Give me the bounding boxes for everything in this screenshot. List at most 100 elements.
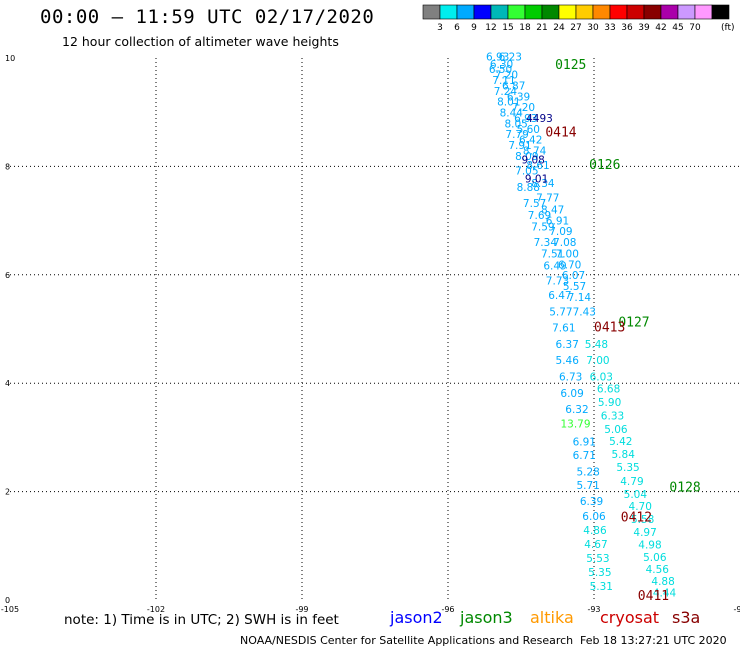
colorbar-swatch [422, 4, 441, 20]
data-point-label: 6.39 [580, 496, 603, 508]
chart-marks: 6.936.236.306.507.207.116.877.246.398.01… [486, 52, 677, 600]
data-point-label: 6.47 [548, 290, 571, 302]
colorbar-tick-label: 45 [672, 23, 683, 33]
data-point-label: 5.58 [631, 514, 654, 526]
data-point-label: 6.91 [573, 437, 596, 449]
colorbar-tick-label: 39 [638, 23, 650, 33]
data-point-label: 13.79 [560, 419, 590, 431]
legend-s3a: s3a [672, 608, 701, 627]
colorbar-tick-label: 9 [471, 23, 477, 33]
legend-altika: altika [530, 608, 574, 627]
data-point-label: 7.00 [586, 355, 609, 367]
footer-note: note: 1) Time is in UTC; 2) SWH is in fe… [64, 612, 339, 628]
data-point-label: 5.84 [612, 449, 636, 461]
data-point-label: 8.61 [526, 160, 549, 172]
colorbar-swatch [439, 4, 458, 20]
data-point-label: 5.28 [576, 466, 599, 478]
colorbar-tick-label: 15 [502, 23, 513, 33]
colorbar-swatch [558, 4, 577, 20]
data-point-label: 9.08 [521, 155, 544, 167]
chart-title: 00:00 – 11:59 UTC 02/17/2020 [40, 6, 375, 28]
data-point-label: 7.61 [552, 323, 575, 335]
data-point-label: 5.90 [598, 397, 621, 409]
data-point-label: 7.05 [515, 166, 538, 178]
track-label: 0411 [638, 589, 669, 604]
y-tick-label: 2 [5, 488, 10, 497]
data-point-label: 8.44 [500, 108, 524, 120]
footer-timestamp: Feb 18 13:27:21 UTC 2020 [580, 634, 727, 647]
data-point-label: 5.60 [517, 124, 540, 136]
colorbar-swatch [694, 4, 713, 20]
colorbar-swatch [473, 4, 492, 20]
data-point-label: 6.30 [490, 59, 513, 71]
data-point-label: 6.07 [562, 270, 585, 282]
data-point-label: 6.50 [489, 64, 512, 76]
x-tick-label: -105 [1, 605, 19, 614]
data-point-label: 6.91 [546, 215, 569, 227]
colorbar: 3 6 9 12 15 18 21 24 27 30 33 36 39 42 45 70 (ft) [422, 4, 735, 33]
data-point-label: 9.01 [525, 174, 548, 186]
colorbar-swatch [507, 4, 526, 20]
data-point-label: 7.09 [549, 226, 572, 238]
x-tick-label: -102 [147, 605, 165, 614]
colorbar-swatch [660, 4, 679, 20]
colorbar-swatch [524, 4, 543, 20]
colorbar-swatch [490, 4, 509, 20]
data-point-label: 4.56 [646, 564, 670, 576]
data-point-label: 5.77 [549, 306, 572, 318]
track-label: 0128 [669, 481, 700, 496]
data-point-label: 7.51 [541, 248, 564, 260]
legend-jason3: jason3 [460, 608, 513, 627]
track-label: 0125 [555, 58, 586, 73]
x-tick-label: -93 [587, 605, 600, 614]
x-tick-label: -90 [733, 605, 740, 614]
data-point-label: 8.34 [531, 178, 555, 190]
colorbar-tick-label: 42 [655, 23, 666, 33]
data-point-label: 8.88 [517, 182, 540, 194]
data-point-label: 6.93 [486, 52, 509, 64]
data-point-label: 6.68 [597, 383, 620, 395]
y-tick-label: 6 [5, 271, 10, 280]
data-point-label: 8.05 [504, 118, 527, 130]
data-point-label: 5.48 [585, 339, 608, 351]
colorbar-tick-label: 21 [536, 23, 547, 33]
data-point-label: 4.98 [638, 540, 661, 552]
data-point-label: 4.97 [633, 527, 656, 539]
data-point-label: 6.71 [573, 450, 596, 462]
data-point-label: 7.43 [573, 306, 596, 318]
data-point-label: 6.49 [543, 260, 566, 272]
x-tick-label: -99 [295, 605, 308, 614]
data-point-label: 6.03 [590, 371, 613, 383]
data-point-label: 6.93 [514, 113, 537, 125]
data-point-label: 4.67 [584, 539, 607, 551]
data-point-label: 5.42 [609, 436, 632, 448]
data-point-label: 4.86 [583, 525, 607, 537]
y-tick-label: 8 [5, 162, 10, 171]
data-point-label: 5.35 [588, 567, 611, 579]
data-point-label: 7.20 [512, 102, 535, 114]
data-point-label: 7.00 [556, 248, 579, 260]
colorbar-tick-label: 18 [519, 23, 531, 33]
colorbar-tick-label: 12 [485, 23, 496, 33]
data-point-label: 5.04 [624, 489, 648, 501]
data-point-label: 7.20 [495, 70, 518, 82]
data-point-label: 4.70 [629, 501, 652, 513]
y-tick-label: 0 [5, 596, 10, 605]
data-point-label: 7.77 [536, 193, 559, 205]
chart-axes: -105 -102 -99 -96 -93 -90 0 2 4 6 8 10 [1, 54, 740, 614]
data-point-label: 6.37 [556, 339, 579, 351]
colorbar-swatch [677, 4, 696, 20]
colorbar-swatch [643, 4, 662, 20]
data-point-label: 5.71 [576, 480, 599, 492]
data-point-label: 7.73 [546, 276, 569, 288]
track-label: 0127 [618, 315, 649, 330]
data-point-label: 7.59 [531, 221, 554, 233]
data-point-label: 6.06 [582, 511, 606, 523]
y-tick-label: 4 [5, 379, 10, 388]
data-point-label: 5.06 [643, 552, 667, 564]
data-point-label: 6.70 [558, 259, 581, 271]
legend-jason2: jason2 [390, 608, 443, 627]
footer-credit: NOAA/NESDIS Center for Satellite Applica… [240, 634, 574, 647]
data-point-label: 7.69 [528, 210, 551, 222]
colorbar-tick-label: 30 [587, 23, 599, 33]
